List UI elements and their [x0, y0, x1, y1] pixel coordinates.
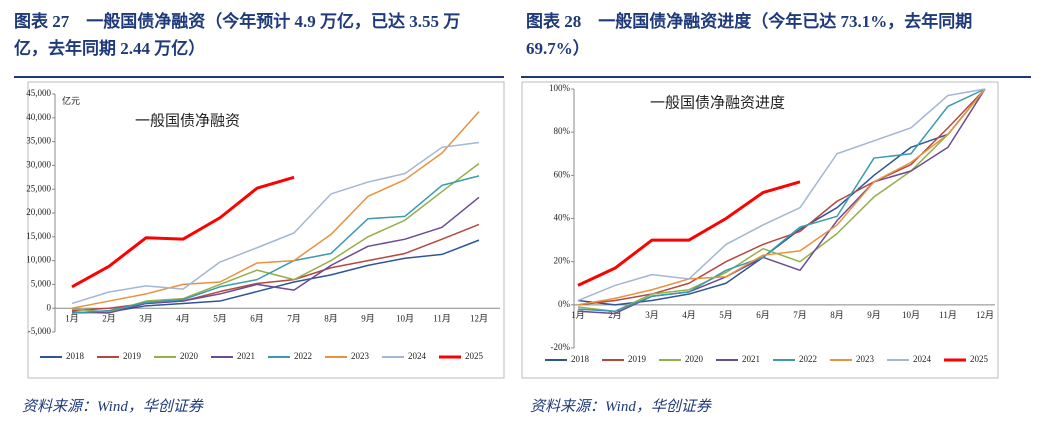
series-line: [71, 141, 480, 305]
series-line: [577, 88, 986, 313]
x-tick-label: 6月: [250, 313, 264, 323]
x-tick-label: 9月: [867, 310, 881, 320]
chart-frame: [521, 81, 999, 379]
legend-label: 2023: [856, 354, 875, 364]
x-tick-label: 3月: [139, 313, 153, 323]
x-tick-label: 12月: [470, 313, 488, 323]
y-tick-label: 80%: [554, 126, 571, 136]
y-tick-label: -20%: [551, 342, 571, 352]
source: 资料来源：Wind，华创证券: [22, 399, 203, 415]
legend-label: 2024: [913, 354, 932, 364]
legend-label: 2022: [799, 354, 817, 364]
y-tick-label: 35,000: [26, 136, 51, 146]
legend-label: 2025: [970, 354, 989, 364]
y-tick-label: 100%: [549, 83, 571, 93]
series-line: [577, 88, 986, 306]
caption: 图表 27 一般国债净融资（今年预计 4.9 万亿，已达 3.55 万亿，去年同…: [14, 12, 461, 58]
y-tick-label: 40%: [554, 213, 571, 223]
x-tick-label: 7月: [287, 313, 301, 323]
legend-label: 2018: [66, 351, 85, 361]
y-tick-label: 45,000: [26, 88, 51, 98]
x-tick-label: 2月: [608, 310, 622, 320]
y-tick-label: 20%: [554, 256, 571, 266]
x-tick-label: 6月: [756, 310, 770, 320]
series-line: [577, 88, 986, 313]
series-line: [577, 88, 986, 302]
y-tick-label: 15,000: [26, 231, 51, 241]
series-line: [71, 196, 480, 314]
chart-frame: [27, 81, 505, 379]
y-tick-label: 10,000: [26, 255, 51, 265]
x-tick-label: 10月: [396, 313, 414, 323]
y-tick-label: 30,000: [26, 159, 51, 169]
legend-label: 2022: [294, 351, 312, 361]
y-tick-label: 60%: [554, 169, 571, 179]
x-tick-label: 11月: [939, 310, 957, 320]
x-tick-label: 8月: [830, 310, 844, 320]
legend-label: 2020: [180, 351, 199, 361]
legend-label: 2021: [742, 354, 760, 364]
source: 资料来源：Wind，华创证券: [530, 399, 711, 415]
legend-label: 2018: [571, 354, 590, 364]
x-tick-label: 3月: [645, 310, 659, 320]
series-line: [577, 88, 986, 315]
x-tick-label: 11月: [433, 313, 451, 323]
series-line: [577, 88, 986, 306]
legend-label: 2025: [465, 351, 484, 361]
y-tick-label: 40,000: [26, 112, 51, 122]
x-tick-label: 1月: [571, 310, 585, 320]
rule: [521, 76, 1031, 78]
x-tick-label: 8月: [324, 313, 338, 323]
x-tick-label: 10月: [902, 310, 920, 320]
y-axis-label: 亿元: [62, 95, 80, 106]
x-tick-label: 5月: [719, 310, 733, 320]
x-tick-label: 5月: [213, 313, 227, 323]
chart-title: 一般国债净融资进度: [650, 94, 785, 111]
caption: 图表 28 一般国债净融资进度（今年已达 73.1%，去年同期 69.7%）: [526, 12, 973, 58]
chart-title: 一般国债净融资: [135, 112, 240, 129]
y-tick-label: 20,000: [26, 207, 51, 217]
legend-label: 2021: [237, 351, 255, 361]
x-tick-label: 4月: [682, 310, 696, 320]
x-tick-label: 4月: [176, 313, 190, 323]
y-tick-label: 5,000: [31, 278, 52, 288]
series-line: [71, 111, 480, 309]
rule: [14, 76, 504, 78]
legend-label: 2020: [685, 354, 704, 364]
series-line: [71, 175, 295, 289]
series-line: [71, 239, 480, 314]
legend-label: 2019: [123, 351, 142, 361]
x-tick-label: 7月: [793, 310, 807, 320]
series-line: [71, 223, 480, 312]
series-line: [577, 180, 801, 287]
y-tick-label: -5,000: [28, 326, 52, 336]
legend-label: 2024: [408, 351, 427, 361]
x-tick-label: 2月: [102, 313, 116, 323]
x-tick-label: 12月: [976, 310, 994, 320]
y-tick-label: 25,000: [26, 183, 51, 193]
legend-label: 2023: [351, 351, 370, 361]
y-tick-label: 0: [47, 302, 52, 312]
series-line: [71, 162, 480, 313]
legend-label: 2019: [628, 354, 647, 364]
series-line: [71, 175, 480, 314]
x-tick-label: 1月: [65, 313, 79, 323]
series-line: [577, 88, 986, 306]
y-tick-label: 0%: [558, 299, 571, 309]
x-tick-label: 9月: [361, 313, 375, 323]
